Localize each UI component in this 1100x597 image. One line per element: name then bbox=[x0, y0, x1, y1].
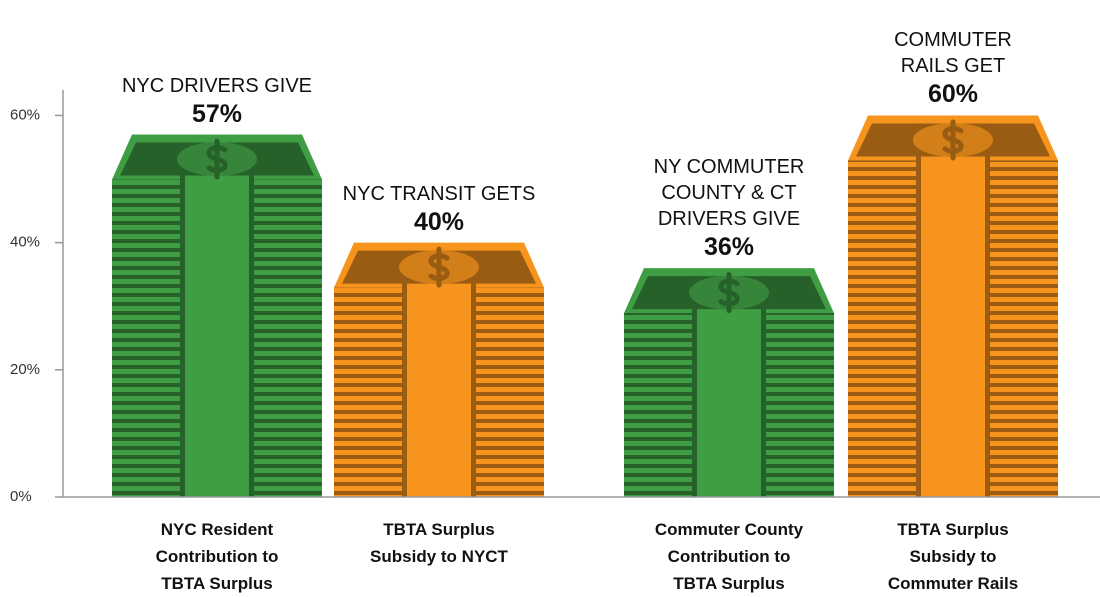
x-tick-label: TBTA Surplus Subsidy to Commuter Rails bbox=[887, 520, 1019, 593]
annotation-text: COMMUTER RAILS GET bbox=[894, 29, 1012, 78]
bar-band-edge bbox=[180, 142, 185, 497]
bar-band-edge bbox=[692, 276, 697, 497]
y-tick-label: 0% bbox=[10, 488, 32, 505]
bar-band-edge bbox=[761, 276, 766, 497]
bar-band-edge bbox=[916, 123, 921, 497]
bar-band-edge bbox=[249, 142, 254, 497]
bar-stripes bbox=[474, 287, 544, 497]
bar-stripes bbox=[988, 160, 1058, 497]
value-label: 40% bbox=[413, 207, 465, 236]
value-label: 57% bbox=[191, 99, 243, 128]
annotation-text: NY COMMUTER COUNTY & CT DRIVERS GIVE bbox=[653, 156, 805, 231]
bar-stripes bbox=[252, 179, 322, 497]
bar-band-edge bbox=[402, 250, 407, 497]
bar-stripes bbox=[764, 313, 834, 497]
dollar-icon bbox=[718, 272, 740, 314]
annotation: NYC TRANSIT GETS 40% bbox=[319, 181, 559, 237]
annotation-text: NYC DRIVERS GIVE bbox=[121, 74, 313, 97]
bar-stripes bbox=[112, 179, 182, 497]
x-tick-label: TBTA Surplus Subsidy to NYCT bbox=[370, 520, 508, 566]
dollar-icon bbox=[428, 246, 450, 288]
value-label: 36% bbox=[703, 233, 755, 262]
x-tick-label: NYC Resident Contribution to TBTA Surplu… bbox=[155, 520, 279, 593]
value-label: 60% bbox=[927, 80, 979, 109]
bar-stripes bbox=[334, 287, 404, 497]
x-tick-label: Commuter County Contribution to TBTA Sur… bbox=[654, 520, 804, 593]
annotation-text: NYC TRANSIT GETS bbox=[342, 182, 536, 205]
dollar-icon bbox=[942, 119, 964, 161]
y-tick-label: 60% bbox=[10, 106, 40, 123]
annotation: NY COMMUTER COUNTY & CT DRIVERS GIVE 36% bbox=[609, 154, 849, 262]
y-tick-label: 40% bbox=[10, 234, 40, 251]
bar-band-edge bbox=[985, 123, 990, 497]
annotation: COMMUTER RAILS GET 60% bbox=[833, 27, 1073, 109]
dollar-icon bbox=[206, 138, 228, 180]
bar-band-edge bbox=[471, 250, 476, 497]
bar-stripes bbox=[624, 313, 694, 497]
bar-stripes bbox=[848, 160, 918, 497]
annotation: NYC DRIVERS GIVE 57% bbox=[97, 73, 337, 129]
y-tick-label: 20% bbox=[10, 361, 40, 378]
